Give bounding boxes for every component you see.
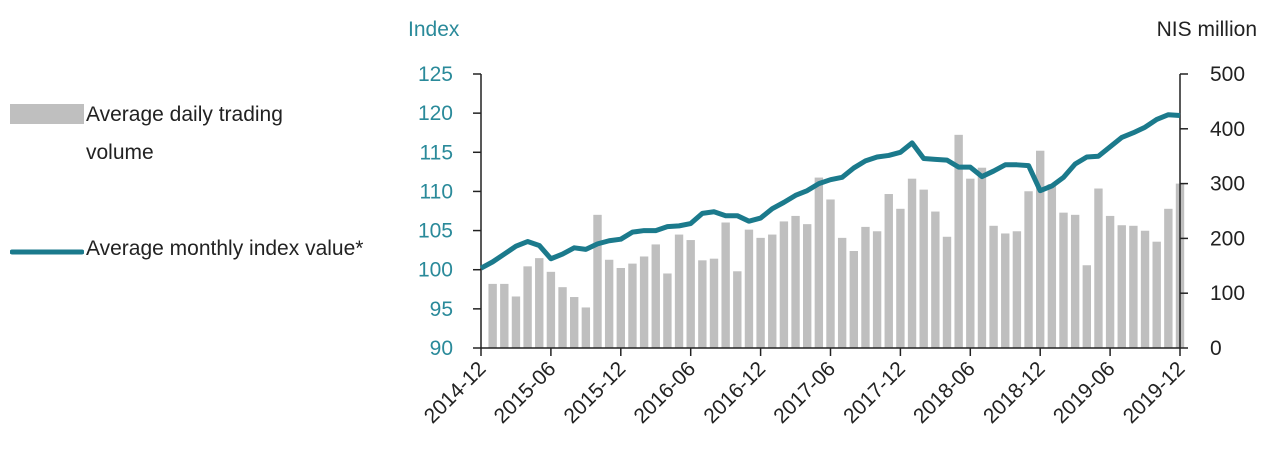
bar: [768, 234, 777, 348]
bar: [954, 134, 963, 348]
legend-label: Average daily trading volume: [86, 103, 283, 164]
bar: [698, 260, 707, 348]
y-tick-label: 115: [420, 141, 453, 164]
y-tick-label: 95: [430, 298, 453, 321]
bar: [639, 256, 649, 348]
bar: [1140, 230, 1150, 348]
bar: [931, 211, 940, 348]
bar: [546, 271, 556, 348]
bar: [1129, 225, 1138, 348]
bar: [1047, 184, 1057, 348]
bar: [709, 258, 719, 348]
bar: [604, 259, 614, 348]
bar: [1012, 231, 1022, 348]
legend-swatch: [10, 249, 84, 255]
bar: [1001, 233, 1010, 348]
x-tick-label: 2019-12: [1119, 357, 1190, 428]
bar: [674, 234, 684, 348]
y2-tick-label: 500: [1210, 63, 1245, 86]
y-tick-label: 110: [420, 180, 453, 203]
bar: [535, 258, 544, 348]
y2-tick-label: 300: [1210, 173, 1245, 196]
bar: [966, 178, 975, 348]
y-tick-label: 120: [418, 102, 453, 125]
x-tick-label: 2017-06: [769, 357, 840, 428]
bar: [511, 296, 521, 348]
legend-swatch-shape: [10, 104, 84, 124]
bar: [744, 229, 754, 348]
y-axis-title: Index: [408, 18, 460, 41]
bar: [593, 214, 602, 348]
legend-label: Average monthly index value*: [86, 237, 364, 260]
bar: [814, 177, 824, 348]
y-tick-label: 90: [430, 337, 453, 360]
x-tick-label: 2019-06: [1049, 357, 1120, 428]
bar: [488, 283, 497, 348]
legend-swatch: [10, 104, 84, 124]
bar: [663, 273, 672, 348]
bar: [1094, 188, 1103, 348]
bar: [651, 244, 660, 348]
line: [479, 112, 1181, 271]
y-tick-label: 105: [418, 220, 453, 243]
bar: [733, 271, 742, 348]
bar: [779, 221, 789, 348]
y2-axis-title: NIS million: [1157, 18, 1257, 41]
y-tick-label: 100: [418, 259, 453, 282]
x-tick-label: 2015-12: [560, 357, 631, 428]
bar: [628, 263, 637, 348]
bar: [756, 237, 765, 348]
bar: [837, 237, 847, 348]
bar: [721, 222, 730, 348]
bar: [1105, 215, 1115, 348]
bar: [570, 297, 579, 348]
bar: [861, 226, 870, 348]
bar: [1036, 150, 1045, 348]
y-tick-label: 125: [418, 63, 453, 86]
bar: [791, 215, 800, 348]
x-tick-label: 2016-06: [629, 357, 700, 428]
bar: [1024, 191, 1033, 348]
bar: [616, 267, 625, 348]
bar: [558, 287, 567, 348]
x-tick-label: 2018-06: [909, 357, 980, 428]
bar: [1070, 214, 1080, 348]
bar: [523, 266, 532, 348]
bar: [919, 189, 928, 348]
x-tick-label: 2016-12: [699, 357, 770, 428]
bar: [1059, 212, 1068, 348]
bar: [1164, 208, 1173, 348]
bar: [907, 178, 917, 348]
bar: [803, 224, 812, 348]
y2-tick-label: 100: [1210, 282, 1245, 305]
bar: [686, 240, 695, 348]
x-tick-label: 2017-12: [839, 357, 910, 428]
bar: [872, 231, 882, 348]
x-tick-label: 2014-12: [420, 357, 491, 428]
y2-tick-label: 400: [1210, 118, 1245, 141]
bar: [884, 194, 893, 348]
bar: [1152, 241, 1161, 348]
bar: [581, 307, 591, 348]
bar: [1082, 265, 1091, 348]
y2-tick-label: 0: [1210, 337, 1222, 360]
bar: [977, 167, 987, 348]
x-tick-label: 2018-12: [979, 357, 1050, 428]
bar: [896, 208, 905, 348]
x-tick-label: 2015-06: [490, 357, 561, 428]
bar: [826, 199, 835, 348]
bar: [500, 283, 509, 348]
bar: [849, 251, 858, 348]
bar: [989, 225, 998, 348]
y2-tick-label: 200: [1210, 227, 1245, 250]
bar: [1117, 225, 1126, 348]
bar: [942, 236, 952, 348]
